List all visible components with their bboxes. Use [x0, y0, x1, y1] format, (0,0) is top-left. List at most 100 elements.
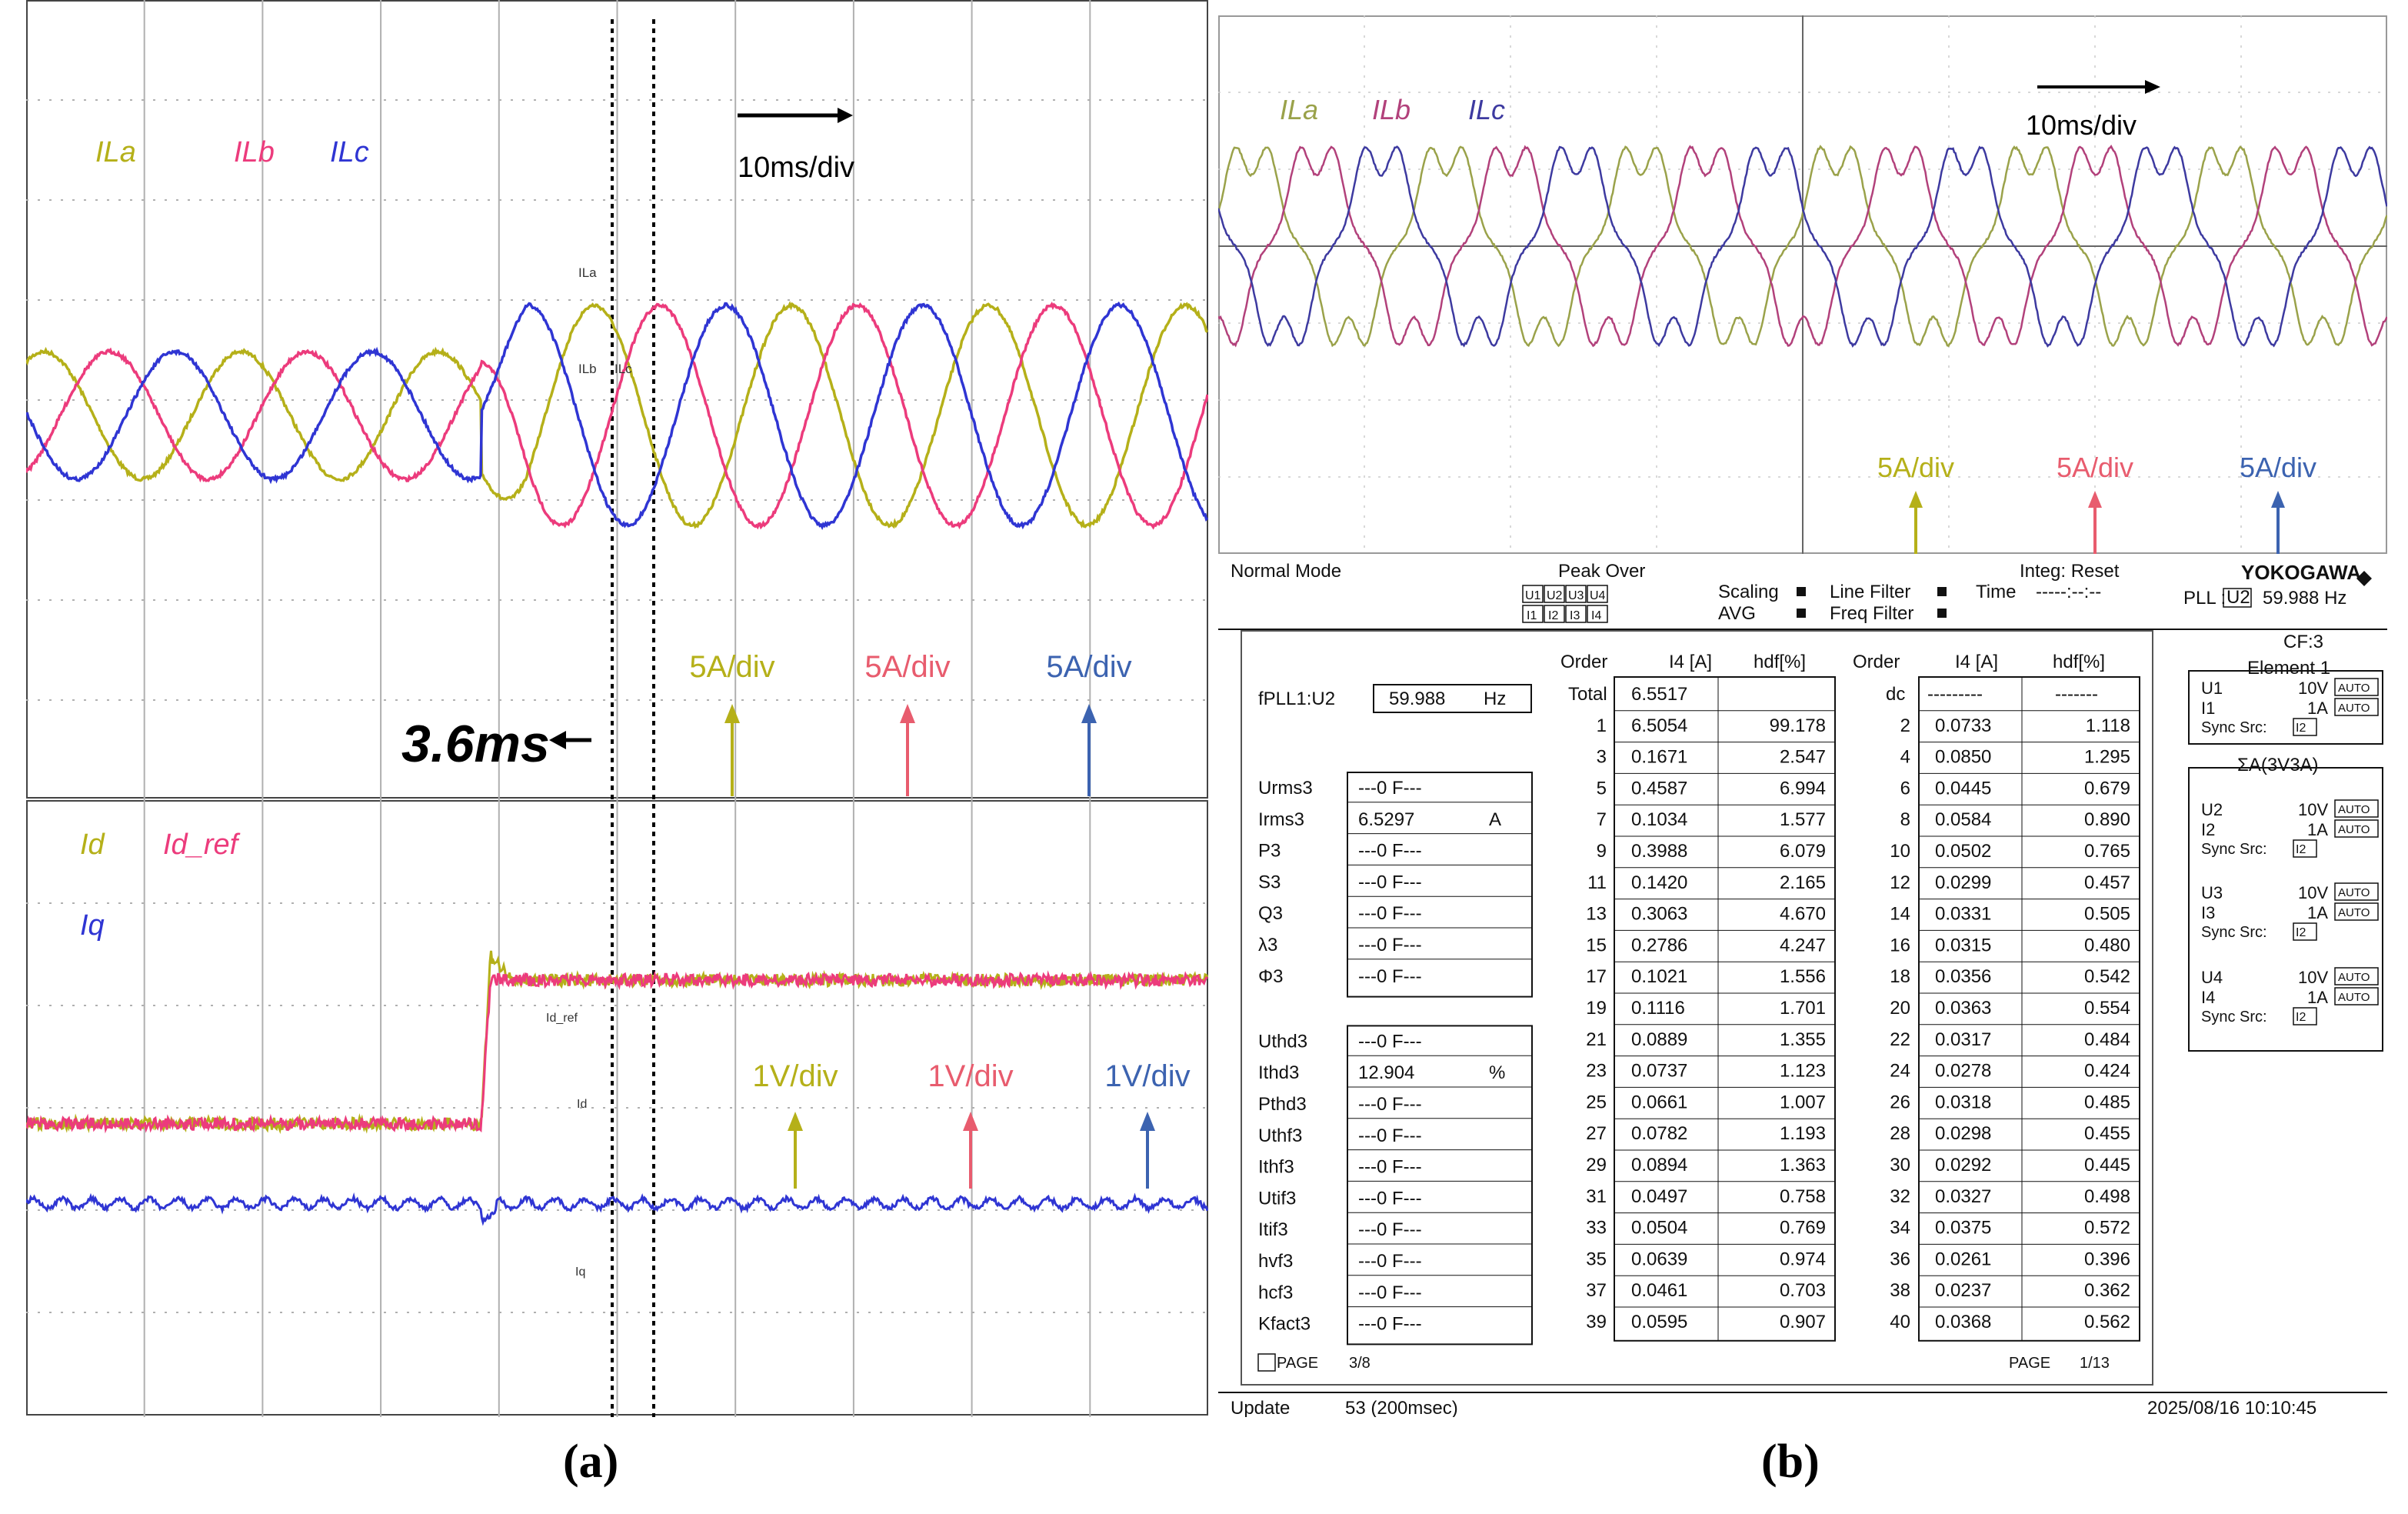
b-i4-even: 0.0502	[1935, 841, 1991, 862]
b-i4-odd: 0.0889	[1631, 1029, 1687, 1050]
b-i4-even: 0.0315	[1935, 935, 1991, 955]
b-order-even: 2	[1900, 715, 1910, 736]
b-time: Time	[1976, 582, 2016, 602]
b-hdf-even: 0.554	[2084, 998, 2130, 1019]
bottom-trace-iq	[25, 1192, 1209, 1226]
b-param2-name: Utif3	[1258, 1188, 1296, 1209]
b-order-odd: 13	[1586, 904, 1607, 925]
b-update-datetime: 2025/08/16 10:10:45	[2147, 1398, 2316, 1417]
b-order-even: 12	[1890, 872, 1910, 893]
b-auto-box	[2334, 698, 2379, 716]
b-i4-odd: 0.1116	[1631, 998, 1685, 1019]
b-peak-i: I4	[1591, 609, 1601, 622]
b-col-header: hdf[%]	[1754, 652, 1806, 672]
b-group-i-range: 1A	[2307, 699, 2328, 718]
b-legend-ilc: ILc	[1468, 94, 1505, 125]
b-i4-odd: 6.5054	[1631, 715, 1687, 736]
b-peak-box	[1544, 605, 1565, 623]
b-i4-even: 0.0733	[1935, 715, 1991, 736]
b-hdf-even: 0.562	[2084, 1312, 2130, 1332]
b-hdf-odd: 0.703	[1780, 1280, 1826, 1301]
b-i4-odd: 0.0894	[1631, 1155, 1687, 1176]
b-param2-value: ---0 F---	[1358, 1282, 1422, 1303]
b-page-left-num: 3/8	[1349, 1355, 1371, 1372]
b-hdf-even: 0.679	[2084, 778, 2130, 799]
b-order-even: 22	[1890, 1029, 1910, 1050]
b-i4-odd: 0.0497	[1631, 1186, 1687, 1207]
b-order-even: 28	[1890, 1123, 1910, 1144]
b-hdf-odd: 1.007	[1780, 1092, 1826, 1112]
top-legend-ilb: ILb	[234, 136, 275, 168]
b-i4-even: 0.0368	[1935, 1312, 1991, 1332]
b-peak-box	[1522, 585, 1544, 603]
bottom-legend-id: Id	[80, 829, 106, 861]
b-time-value: -----:--:--	[2036, 582, 2101, 602]
b-group-u-range: 10V	[2298, 968, 2328, 987]
top-scale-arrowhead	[1081, 704, 1097, 723]
b-col-header: Order	[1560, 652, 1607, 672]
panel-b-status: Normal Mode Peak Over U1 U2 U3 U4 I1 I2 I3 I4 Scal…	[1218, 561, 2387, 630]
b-param2-name: Ithd3	[1258, 1062, 1299, 1083]
ch-tag-ilb: ILb	[578, 362, 597, 376]
b-hdf-even: 0.498	[2084, 1186, 2130, 1207]
b-trace-ilb	[1217, 145, 2388, 348]
b-i4-even: 0.0317	[1935, 1029, 1991, 1050]
b-integ: Integ: Reset	[2020, 561, 2120, 582]
ch-tag-id: Id	[577, 1098, 587, 1111]
b-scale-2: 5A/div	[2057, 452, 2133, 483]
bottom-scale-1: 1V/div	[752, 1059, 838, 1093]
b-hdf-even: 0.765	[2084, 841, 2130, 862]
b-hdf-odd: 99.178	[1770, 715, 1826, 736]
top-trace-ila	[25, 301, 1209, 529]
b-hdf-odd: 0.769	[1780, 1218, 1826, 1239]
b-scaling: Scaling	[1718, 582, 1779, 602]
b-table-right-box	[1918, 676, 2140, 1342]
b-group-i-range: 1A	[2307, 988, 2328, 1007]
b-peak-box	[1544, 585, 1565, 603]
bottom-scale-2: 1V/div	[928, 1059, 1013, 1093]
b-auto: AUTO	[2338, 991, 2370, 1004]
b-hdf-odd: 2.165	[1780, 872, 1826, 893]
b-order-odd: 21	[1586, 1029, 1607, 1050]
b-i4-even: 0.0363	[1935, 998, 1991, 1019]
b-group-u-range: 10V	[2298, 679, 2328, 698]
ch-tag-id-ref: Id_ref	[546, 1012, 578, 1025]
caption-a: (a)	[563, 1436, 619, 1488]
b-group-i: I1	[2201, 699, 2215, 718]
b-group-u: U4	[2201, 968, 2223, 987]
top-legend-ila: ILa	[95, 136, 136, 168]
b-param-value: 6.5297	[1358, 809, 1414, 830]
b-order-odd: 23	[1586, 1061, 1607, 1082]
b-scale-arrowhead	[2271, 491, 2285, 508]
b-page-left-label: PAGE	[1277, 1355, 1318, 1372]
top-scale-arrowhead	[724, 704, 740, 723]
b-param2-value: ---0 F---	[1358, 1157, 1422, 1178]
b-table-left-box	[1614, 676, 1836, 1342]
b-avg-indicator	[1797, 609, 1806, 618]
b-scale-arrowhead	[2088, 491, 2102, 508]
b-hdf-odd: 0.974	[1780, 1249, 1826, 1269]
b-pll-value: 59.988 Hz	[2263, 588, 2346, 609]
b-auto-box	[2334, 902, 2379, 921]
b-i4-even: 0.0375	[1935, 1218, 1991, 1239]
b-i4-odd: 0.2786	[1631, 935, 1687, 955]
ch-tag-iq: Iq	[575, 1266, 585, 1279]
b-peak-box	[1565, 585, 1587, 603]
b-param2-name: Uthf3	[1258, 1125, 1302, 1146]
b-sync-src: I2	[2296, 722, 2306, 735]
b-fpll-box	[1373, 684, 1532, 713]
b-order-odd: 25	[1586, 1092, 1607, 1112]
b-sync-box	[2293, 922, 2317, 941]
b-param2-name: Itif3	[1258, 1219, 1288, 1240]
panel-a: ILa ILb ILc 10ms/div ILa ILb ILc 5A/div 5A/div 5A…	[25, 0, 1209, 1417]
b-dc-value: ---------	[1927, 684, 1983, 705]
b-scaling-indicator	[1797, 587, 1806, 596]
b-param-value: ---0 F---	[1358, 841, 1422, 862]
b-scale-1: 5A/div	[1877, 452, 1954, 483]
b-auto-box	[2334, 799, 2379, 818]
b-trace-ilc	[1217, 145, 2388, 348]
b-order-odd: 15	[1586, 935, 1607, 955]
b-fpll-label: fPLL1:U2	[1258, 689, 1335, 709]
b-auto-box	[2334, 987, 2379, 1005]
b-order-odd: 33	[1586, 1218, 1607, 1239]
